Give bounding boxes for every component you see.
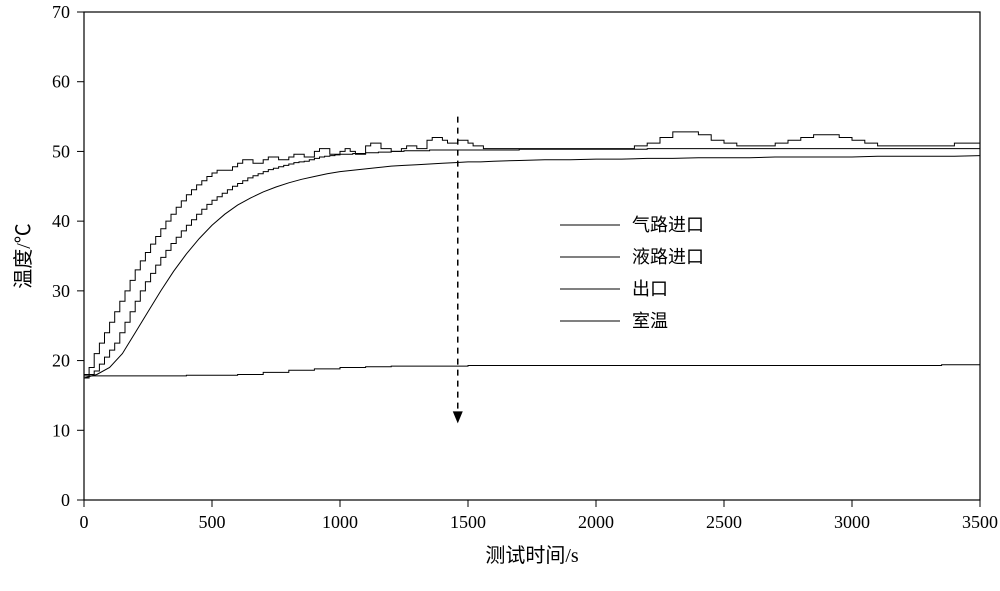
arrow-head — [453, 411, 463, 423]
y-tick-label: 10 — [52, 420, 70, 440]
y-tick-label: 50 — [52, 141, 70, 161]
x-tick-label: 2500 — [706, 512, 742, 532]
y-tick-label: 60 — [52, 72, 70, 92]
temperature-chart: 0 500 1000 1500 2000 2500 3000 3500 0 10 20 30 40 50 6… — [0, 0, 1000, 591]
y-tick-label: 70 — [52, 2, 70, 22]
legend-label: 气路进口 — [632, 215, 704, 235]
legend-label: 出口 — [632, 279, 668, 299]
series-gas-inlet — [84, 132, 980, 375]
y-tick-label: 40 — [52, 211, 70, 231]
x-tick-label: 3000 — [834, 512, 870, 532]
x-tick-label: 1500 — [450, 512, 486, 532]
y-tick-label: 30 — [52, 281, 70, 301]
chart-svg: 0 500 1000 1500 2000 2500 3000 3500 0 10 20 30 40 50 6… — [0, 0, 1000, 591]
x-axis-label: 测试时间/s — [485, 544, 579, 567]
legend-label: 室温 — [632, 311, 668, 331]
x-tick-label: 3500 — [962, 512, 998, 532]
x-tick-label: 2000 — [578, 512, 614, 532]
x-tick-label: 0 — [80, 512, 89, 532]
series-room — [84, 365, 980, 376]
series-outlet — [84, 156, 980, 378]
x-tick-label: 1000 — [322, 512, 358, 532]
y-tick-label: 0 — [61, 490, 70, 510]
series-liquid-inlet — [84, 149, 980, 378]
y-axis-label: 温度/℃ — [12, 223, 35, 289]
legend-label: 液路进口 — [632, 247, 704, 267]
y-tick-label: 20 — [52, 351, 70, 371]
x-tick-label: 500 — [199, 512, 226, 532]
